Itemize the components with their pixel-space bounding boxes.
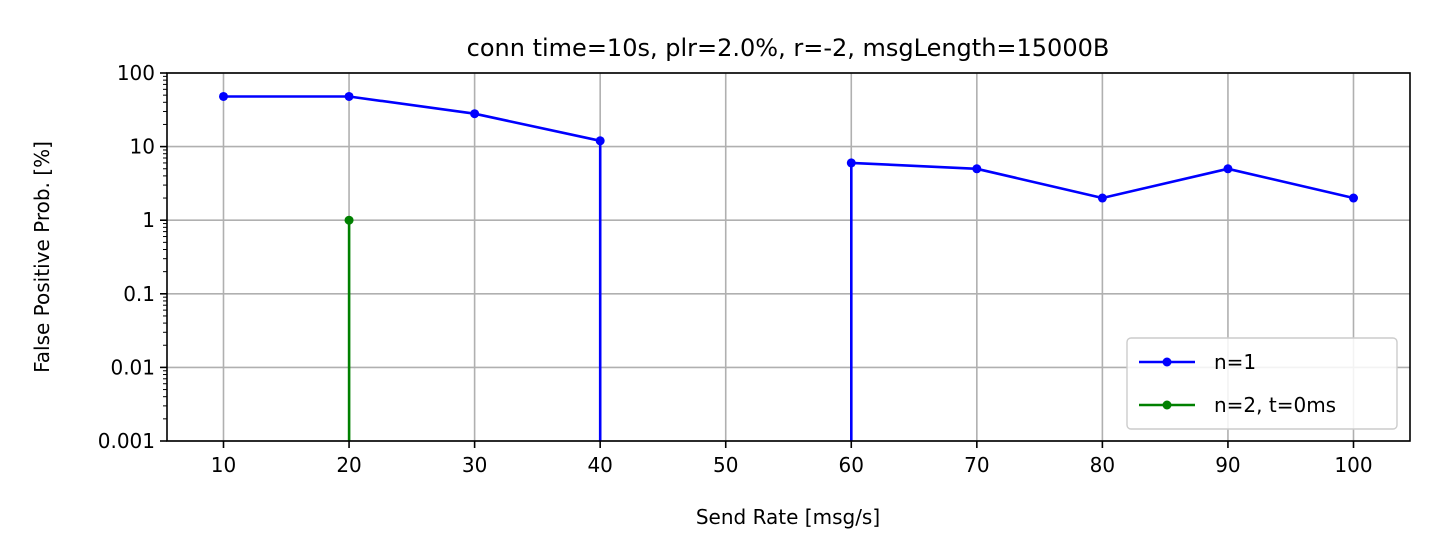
data-point	[1349, 193, 1358, 203]
x-tick-label: 80	[1090, 453, 1115, 477]
x-tick-label: 10	[211, 453, 236, 477]
y-axis-title: False Positive Prob. [%]	[30, 141, 54, 373]
data-point	[846, 158, 856, 168]
x-tick-label: 90	[1215, 453, 1240, 477]
plot-frame	[166, 72, 1411, 442]
x-tick-label: 30	[462, 453, 487, 477]
series-line	[849, 161, 1354, 441]
x-tick-label: 60	[839, 453, 864, 477]
data-point	[1097, 193, 1107, 203]
y-tick-label: 0.001	[98, 429, 155, 453]
x-tick-label: 40	[587, 453, 612, 477]
axis-ticks: 10 20 30 40 50 60 70 80 90 100 0.001 0.01 0.1 1 10 100	[98, 61, 1373, 477]
legend: n=1 n=2, t=0ms	[1126, 337, 1398, 430]
y-tick-label: 0.01	[110, 355, 155, 379]
data-point	[344, 91, 354, 101]
series-layer	[219, 91, 1358, 441]
data-point	[595, 136, 605, 146]
legend-marker	[1162, 357, 1172, 367]
chart-title: conn time=10s, plr=2.0%, r=-2, msgLength…	[467, 34, 1110, 62]
data-point	[344, 215, 354, 225]
y-tick-label: 10	[130, 135, 155, 159]
y-tick-label: 100	[117, 61, 155, 85]
y-tick-label: 1	[142, 208, 155, 232]
legend-label: n=2, t=0ms	[1214, 393, 1336, 417]
data-point	[219, 91, 228, 101]
y-tick-label: 0.1	[123, 282, 155, 306]
data-point	[470, 109, 480, 119]
x-tick-label: 20	[336, 453, 361, 477]
legend-marker	[1162, 400, 1172, 410]
data-point	[972, 164, 982, 174]
x-tick-label: 100	[1334, 453, 1372, 477]
x-tick-label: 50	[713, 453, 738, 477]
legend-label: n=1	[1214, 350, 1256, 374]
x-axis-title: Send Rate [msg/s]	[696, 505, 880, 529]
x-tick-label: 70	[964, 453, 989, 477]
data-point	[1223, 164, 1233, 174]
